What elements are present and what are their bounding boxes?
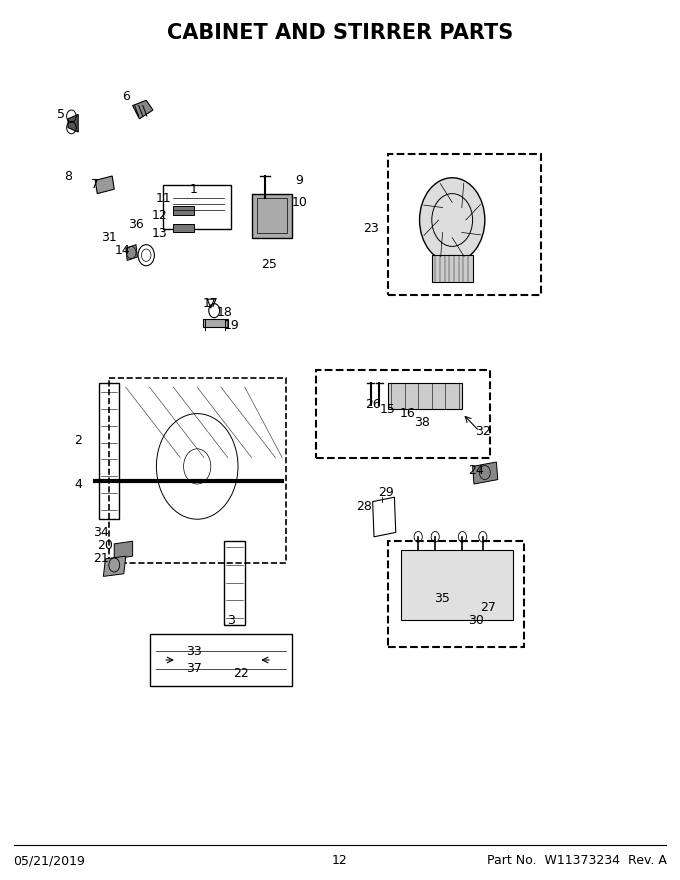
Text: 25: 25 xyxy=(260,258,277,270)
Polygon shape xyxy=(68,114,78,132)
Bar xyxy=(432,255,473,282)
Polygon shape xyxy=(388,383,462,409)
Text: 33: 33 xyxy=(186,645,202,657)
Text: 35: 35 xyxy=(434,592,450,605)
Text: 26: 26 xyxy=(364,399,381,411)
Text: 28: 28 xyxy=(356,500,372,512)
Polygon shape xyxy=(95,176,114,194)
Text: 2: 2 xyxy=(74,434,82,446)
Text: 34: 34 xyxy=(92,526,109,539)
Text: 36: 36 xyxy=(128,218,144,231)
Text: 11: 11 xyxy=(155,192,171,204)
Polygon shape xyxy=(252,194,292,238)
Bar xyxy=(388,541,524,647)
Text: 6: 6 xyxy=(122,91,130,103)
Text: 24: 24 xyxy=(468,465,484,477)
Text: CABINET AND STIRRER PARTS: CABINET AND STIRRER PARTS xyxy=(167,24,513,43)
Polygon shape xyxy=(173,206,194,215)
Text: 7: 7 xyxy=(91,179,99,191)
Text: 15: 15 xyxy=(379,403,396,415)
Bar xyxy=(388,154,541,295)
Circle shape xyxy=(420,178,485,262)
Text: 37: 37 xyxy=(186,663,202,675)
Polygon shape xyxy=(103,556,126,576)
Text: 19: 19 xyxy=(223,319,239,332)
Text: 14: 14 xyxy=(114,245,131,257)
Text: 31: 31 xyxy=(101,231,117,244)
Text: 20: 20 xyxy=(97,539,114,552)
Bar xyxy=(316,370,490,458)
Text: Part No.  W11373234  Rev. A: Part No. W11373234 Rev. A xyxy=(486,854,666,867)
Text: 21: 21 xyxy=(92,553,109,565)
Text: 10: 10 xyxy=(291,196,307,209)
Text: 17: 17 xyxy=(203,297,219,310)
Polygon shape xyxy=(473,462,498,484)
Text: 8: 8 xyxy=(64,170,72,182)
Text: 5: 5 xyxy=(57,108,65,121)
Text: 05/21/2019: 05/21/2019 xyxy=(14,854,86,867)
Text: 16: 16 xyxy=(400,407,416,420)
Text: 12: 12 xyxy=(332,854,348,867)
Polygon shape xyxy=(114,541,133,559)
Text: 18: 18 xyxy=(216,306,233,319)
Text: 4: 4 xyxy=(74,478,82,490)
Text: 23: 23 xyxy=(362,223,379,235)
Polygon shape xyxy=(126,245,137,260)
Text: 30: 30 xyxy=(468,614,484,627)
Polygon shape xyxy=(133,100,153,119)
Text: 3: 3 xyxy=(227,614,235,627)
Text: 12: 12 xyxy=(152,209,168,222)
Polygon shape xyxy=(401,550,513,620)
Text: 9: 9 xyxy=(295,174,303,187)
Text: 13: 13 xyxy=(152,227,168,239)
Text: 32: 32 xyxy=(475,425,491,437)
Polygon shape xyxy=(203,319,228,327)
Text: 1: 1 xyxy=(190,183,198,195)
Text: 38: 38 xyxy=(413,416,430,429)
Text: 22: 22 xyxy=(233,667,250,679)
Polygon shape xyxy=(173,224,194,232)
Text: 29: 29 xyxy=(378,487,394,499)
Text: 27: 27 xyxy=(480,601,496,613)
